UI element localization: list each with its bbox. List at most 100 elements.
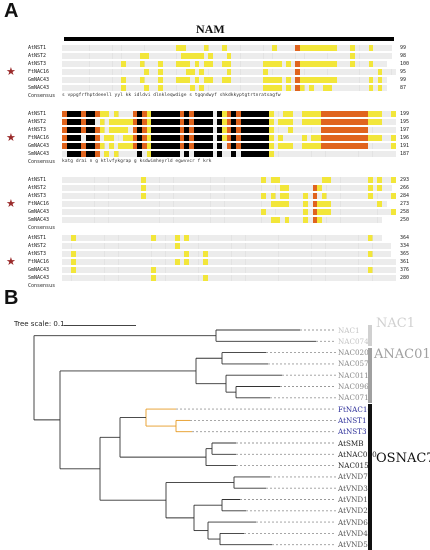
- sequence-residues: [62, 77, 396, 83]
- sequence-end-position: 364: [400, 235, 410, 241]
- tree-leaf-label: AtVND1: [338, 495, 368, 504]
- alignment-row: GmNAC43 99: [0, 76, 430, 84]
- tree-leaf-label: AtVND3: [338, 483, 368, 493]
- tree-leaf-label: NAC057: [338, 359, 369, 369]
- sequence-end-position: 87: [400, 85, 407, 91]
- sequence-residues: [62, 251, 396, 257]
- sequence-end-position: 99: [400, 77, 407, 83]
- sequence-residues: [62, 45, 396, 51]
- tree-leaf-label: AtVND4: [338, 528, 368, 538]
- sequence-end-position: 258: [400, 209, 410, 215]
- sequence-end-position: 376: [400, 267, 410, 273]
- tree-leaf-label: AtVND5: [338, 540, 368, 550]
- phylogenetic-tree: [33, 329, 336, 546]
- sequence-end-position: 197: [400, 127, 410, 133]
- tree-leaf-label: AtVND6: [338, 517, 368, 527]
- sequence-name: AtNST3: [28, 61, 47, 67]
- sequence-end-position: 266: [400, 185, 410, 191]
- alignment-row: ★ FtNAC16 95: [0, 66, 430, 77]
- tree-leaf-label: NAC015: [338, 461, 369, 471]
- sequence-residues: [62, 259, 396, 265]
- sequence-name: AtNST1: [28, 111, 47, 117]
- alignment-row: AtNST3 365: [0, 250, 430, 258]
- alignment-row: AtNST1 293: [0, 176, 430, 184]
- alignment-row: GmNAC43 191: [0, 142, 430, 150]
- nam-domain-bar: [64, 37, 394, 41]
- alignment-row: ★ FtNAC16 273: [0, 197, 430, 210]
- consensus-sequence: s vppgfrfhptdeeell yyl kk idldvi dlnkleq…: [62, 93, 281, 98]
- sequence-residues: [62, 235, 396, 241]
- sequence-name: SmNAC43: [28, 217, 50, 223]
- alignment-row: SmNAC43 87: [0, 84, 430, 92]
- sequence-end-position: 99: [400, 45, 407, 51]
- clade-bracket: [368, 404, 372, 550]
- tree-leaf-label: FtNAC16: [338, 404, 373, 414]
- sequence-name: AtNST3: [28, 251, 47, 257]
- alignment-row: ★ FtNAC16 361: [0, 255, 430, 268]
- tree-leaf-label: AtSMB: [338, 438, 364, 448]
- sequence-name: AtNST1: [28, 45, 47, 51]
- alignment-row: AtNST2 98: [0, 52, 430, 60]
- sequence-name: GmNAC43: [28, 77, 50, 83]
- panel-label-b: B: [4, 287, 19, 309]
- sequence-end-position: 280: [400, 275, 410, 281]
- consensus-label: Consensus: [28, 159, 56, 165]
- sequence-end-position: 284: [400, 193, 410, 199]
- tree-scale-label: Tree scale: 0.1: [14, 320, 65, 328]
- sequence-name: GmNAC43: [28, 209, 50, 215]
- sequence-residues: [62, 143, 396, 149]
- sequence-residues: [62, 111, 396, 117]
- tree-leaf-label: AtNST3: [338, 427, 367, 437]
- sequence-name: SmNAC43: [28, 275, 50, 281]
- sequence-residues: [62, 243, 396, 249]
- sequence-name: FtNAC16: [28, 135, 50, 141]
- consensus-row: Consensus s vppgfrfhptdeeell yyl kk idldv…: [0, 92, 430, 100]
- alignment-row: AtNST1 199: [0, 110, 430, 118]
- sequence-end-position: 334: [400, 243, 410, 249]
- sequence-end-position: 191: [400, 143, 410, 149]
- consensus-label: Consensus: [28, 225, 56, 231]
- sequence-end-position: 250: [400, 217, 410, 223]
- star-marker-icon: ★: [6, 131, 16, 144]
- alignment-row: AtNST1 364: [0, 234, 430, 242]
- sequence-end-position: 98: [400, 53, 407, 59]
- star-marker-icon: ★: [6, 197, 16, 210]
- tree-leaf-label: NAC011: [338, 370, 369, 380]
- sequence-name: AtNST2: [28, 243, 47, 249]
- alignment-row: SmNAC43 280: [0, 274, 430, 282]
- star-marker-icon: ★: [6, 255, 16, 268]
- sequence-residues: [62, 69, 396, 75]
- alignment-row: AtNST3 197: [0, 126, 430, 134]
- clade-bracket: [368, 347, 372, 403]
- consensus-row: Consensus katg drai n g ktlvfykgrap g ksd…: [0, 158, 430, 166]
- alignment-row: AtNST1 99: [0, 44, 430, 52]
- sequence-residues: [62, 201, 396, 207]
- sequence-name: FtNAC16: [28, 201, 50, 207]
- sequence-residues: [62, 127, 396, 133]
- sequence-residues: [62, 135, 396, 141]
- sequence-end-position: 293: [400, 177, 410, 183]
- alignment-row: AtNST2 266: [0, 184, 430, 192]
- sequence-name: AtNST3: [28, 127, 47, 133]
- tree-leaf-label: NAC1: [338, 325, 360, 335]
- consensus-row: Consensus: [0, 282, 430, 290]
- sequence-residues: [62, 185, 396, 191]
- alignment-row: AtNST3 100: [0, 60, 430, 68]
- sequence-name: SmNAC43: [28, 85, 50, 91]
- sequence-name: AtNST3: [28, 193, 47, 199]
- sequence-residues: [62, 209, 396, 215]
- alignment-row: ★ FtNAC16 196: [0, 131, 430, 144]
- clade-bracket: [368, 325, 372, 347]
- sequence-end-position: 199: [400, 111, 410, 117]
- sequence-residues: [62, 61, 396, 67]
- clade-label: ANAC011: [374, 347, 430, 362]
- sequence-residues: [62, 267, 396, 273]
- clade-label: NAC1: [376, 316, 415, 331]
- sequence-residues: [62, 177, 396, 183]
- sequence-end-position: 195: [400, 119, 410, 125]
- panel-label-a: A: [4, 0, 19, 22]
- tree-leaf-label: AtNST1: [338, 415, 367, 425]
- sequence-residues: [62, 85, 396, 91]
- sequence-residues: [62, 217, 396, 223]
- alignment-row: AtNST2 195: [0, 118, 430, 126]
